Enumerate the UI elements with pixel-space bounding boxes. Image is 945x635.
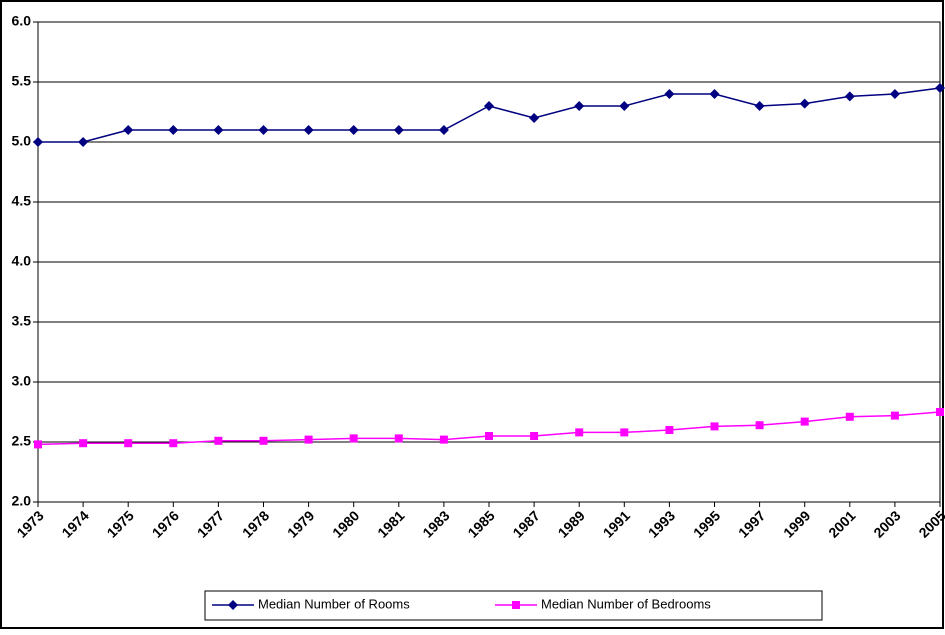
y-tick-label: 4.0 bbox=[12, 253, 32, 269]
legend-marker bbox=[228, 600, 238, 610]
data-point bbox=[438, 125, 449, 135]
data-point bbox=[304, 435, 313, 444]
y-tick-label: 3.5 bbox=[12, 313, 32, 329]
data-point bbox=[800, 417, 809, 426]
data-point bbox=[439, 435, 448, 444]
data-point bbox=[710, 422, 719, 431]
data-point bbox=[78, 137, 89, 147]
data-point bbox=[168, 125, 179, 135]
data-point bbox=[889, 89, 900, 99]
data-point bbox=[79, 439, 88, 448]
y-tick-label: 3.0 bbox=[12, 373, 32, 389]
data-point bbox=[394, 434, 403, 443]
data-point bbox=[799, 98, 810, 109]
data-point bbox=[936, 408, 944, 416]
data-point bbox=[529, 113, 540, 123]
y-tick-label: 4.5 bbox=[12, 193, 32, 209]
data-point bbox=[620, 428, 629, 437]
y-tick-label: 5.0 bbox=[12, 133, 32, 149]
data-point bbox=[34, 440, 42, 449]
data-point bbox=[259, 436, 268, 445]
y-tick-label: 6.0 bbox=[12, 13, 32, 29]
data-point bbox=[935, 83, 945, 93]
y-tick-label: 5.5 bbox=[12, 73, 32, 89]
data-point bbox=[124, 439, 133, 448]
data-point bbox=[890, 411, 899, 420]
data-point bbox=[33, 137, 43, 147]
data-point bbox=[845, 412, 854, 421]
data-point bbox=[530, 432, 539, 440]
data-point bbox=[349, 434, 358, 443]
legend-marker bbox=[512, 601, 520, 609]
y-tick-label: 2.0 bbox=[12, 493, 32, 509]
data-point bbox=[844, 91, 855, 102]
data-point bbox=[258, 125, 269, 135]
data-point bbox=[485, 432, 493, 440]
data-point bbox=[169, 439, 178, 448]
data-point bbox=[574, 101, 585, 111]
data-point bbox=[303, 125, 314, 135]
data-point bbox=[214, 436, 223, 445]
data-point bbox=[393, 125, 404, 135]
y-tick-label: 2.5 bbox=[12, 433, 32, 449]
legend-label: Median Number of Rooms bbox=[258, 596, 410, 611]
data-point bbox=[619, 101, 630, 111]
data-point bbox=[575, 428, 584, 437]
data-point bbox=[754, 101, 765, 111]
data-point bbox=[123, 125, 134, 135]
data-point bbox=[755, 421, 764, 430]
data-point bbox=[348, 125, 359, 135]
data-point bbox=[213, 125, 224, 135]
data-point bbox=[484, 101, 494, 111]
data-point bbox=[665, 426, 674, 434]
data-point bbox=[664, 89, 675, 99]
data-point bbox=[709, 89, 720, 99]
legend-label: Median Number of Bedrooms bbox=[541, 596, 711, 611]
